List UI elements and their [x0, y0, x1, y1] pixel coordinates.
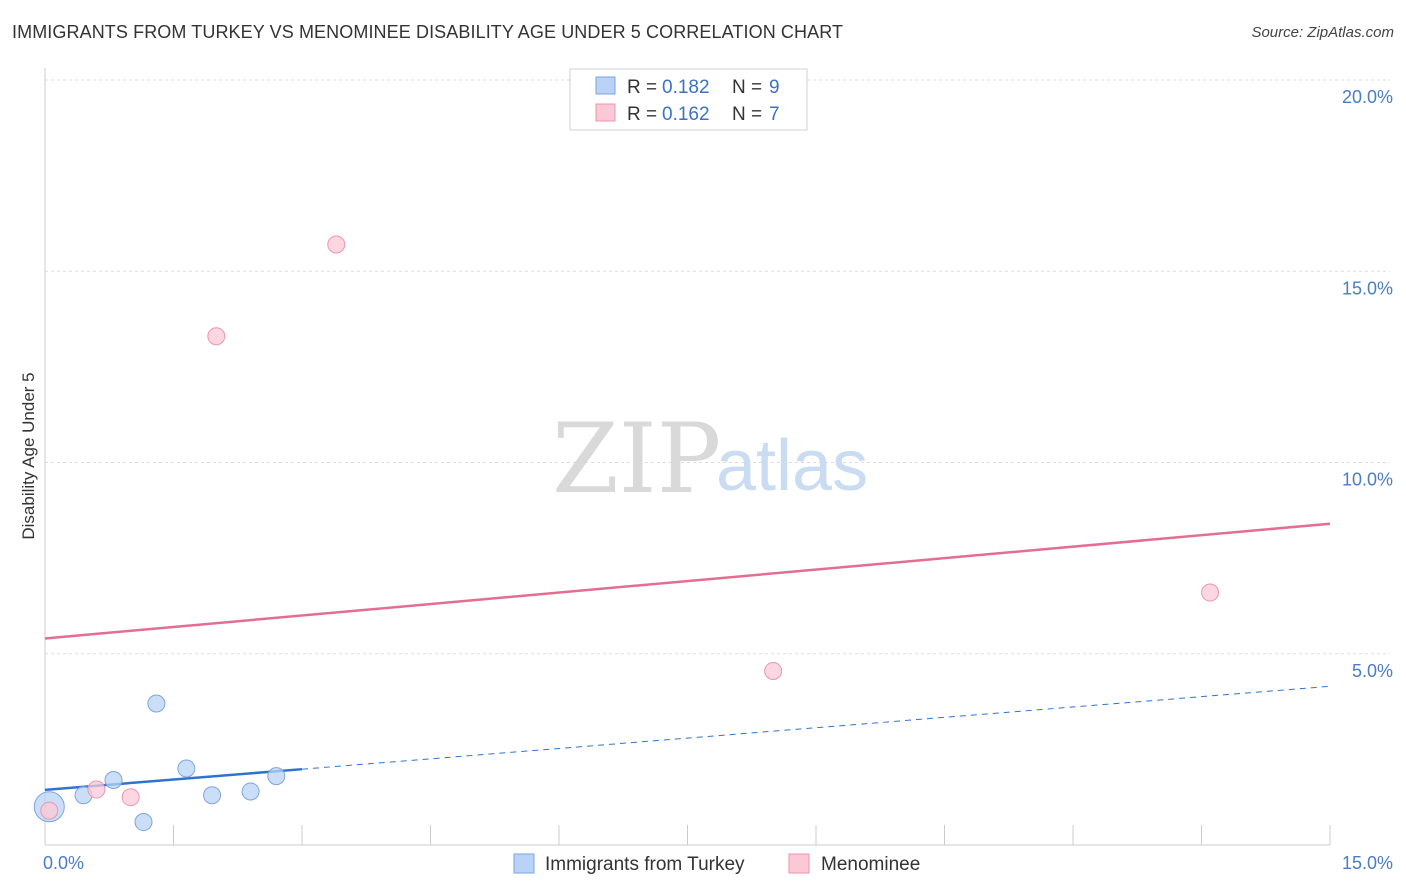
- y-tick-label-1: 10.0%: [1342, 470, 1393, 490]
- source-label: Source: ZipAtlas.com: [1251, 24, 1394, 41]
- x-tick-labels: 0.0% 15.0%: [43, 853, 1393, 873]
- series-label-turkey: Immigrants from Turkey: [545, 854, 745, 875]
- y-tick-label-3: 20.0%: [1342, 87, 1393, 107]
- y-tick-label-0: 5.0%: [1352, 661, 1393, 681]
- trend-line-solid-1: [44, 522, 1331, 640]
- legend-swatch-turkey: [595, 76, 616, 95]
- point-turkey-4: [147, 694, 166, 713]
- legend-n-label-turkey: N =: [732, 77, 762, 98]
- point-turkey-7: [241, 782, 260, 801]
- point-turkey-5: [177, 759, 196, 778]
- point-menominee-5: [764, 661, 783, 680]
- point-turkey-2: [104, 770, 123, 789]
- watermark-atlas: atlas: [716, 426, 868, 506]
- legend-n-value-menominee: 7: [769, 104, 780, 125]
- y-tick-labels: 5.0% 10.0% 15.0% 20.0%: [1342, 87, 1393, 681]
- x-tick-label-0: 0.0%: [43, 853, 84, 873]
- watermark-zip: ZIP: [552, 403, 721, 515]
- axes: [44, 68, 1331, 846]
- y-tick-label-2: 15.0%: [1342, 278, 1393, 298]
- legend-n-label-menominee: N =: [732, 104, 762, 125]
- point-menominee-6: [1201, 583, 1220, 602]
- trend-lines: [44, 522, 1331, 792]
- series-swatch-menominee: [788, 853, 810, 874]
- x-tick-label-1: 15.0%: [1342, 853, 1393, 873]
- grid-lines: [45, 79, 1390, 655]
- series-label-menominee: Menominee: [821, 854, 920, 875]
- point-turkey-8: [267, 767, 286, 786]
- y-axis-label: Disability Age Under 5: [19, 372, 38, 539]
- series-swatch-turkey: [513, 853, 535, 874]
- trend-line-solid-0: [44, 767, 303, 792]
- point-menominee-0: [40, 801, 59, 820]
- watermark: ZIP atlas: [552, 403, 868, 515]
- legend-r-label-menominee: R =: [627, 104, 657, 125]
- point-turkey-3: [134, 813, 153, 832]
- legend-r-value-menominee: 0.162: [662, 104, 710, 125]
- trend-line-dashed-0: [301, 685, 1331, 770]
- legend-swatch-menominee: [595, 103, 616, 122]
- legend-r-label-turkey: R =: [627, 77, 657, 98]
- legend: R = 0.182 N = 9 R = 0.162 N = 7: [569, 68, 808, 131]
- point-menominee-3: [207, 327, 226, 346]
- point-menominee-1: [87, 780, 106, 799]
- legend-r-value-turkey: 0.182: [662, 77, 710, 98]
- chart-title: IMMIGRANTS FROM TURKEY VS MENOMINEE DISA…: [12, 22, 844, 42]
- legend-n-value-turkey: 9: [769, 77, 780, 98]
- point-menominee-4: [327, 235, 346, 254]
- point-menominee-2: [121, 788, 140, 807]
- point-turkey-6: [203, 786, 222, 805]
- data-points: [33, 235, 1220, 832]
- series-legend: Immigrants from Turkey Menominee: [513, 853, 920, 875]
